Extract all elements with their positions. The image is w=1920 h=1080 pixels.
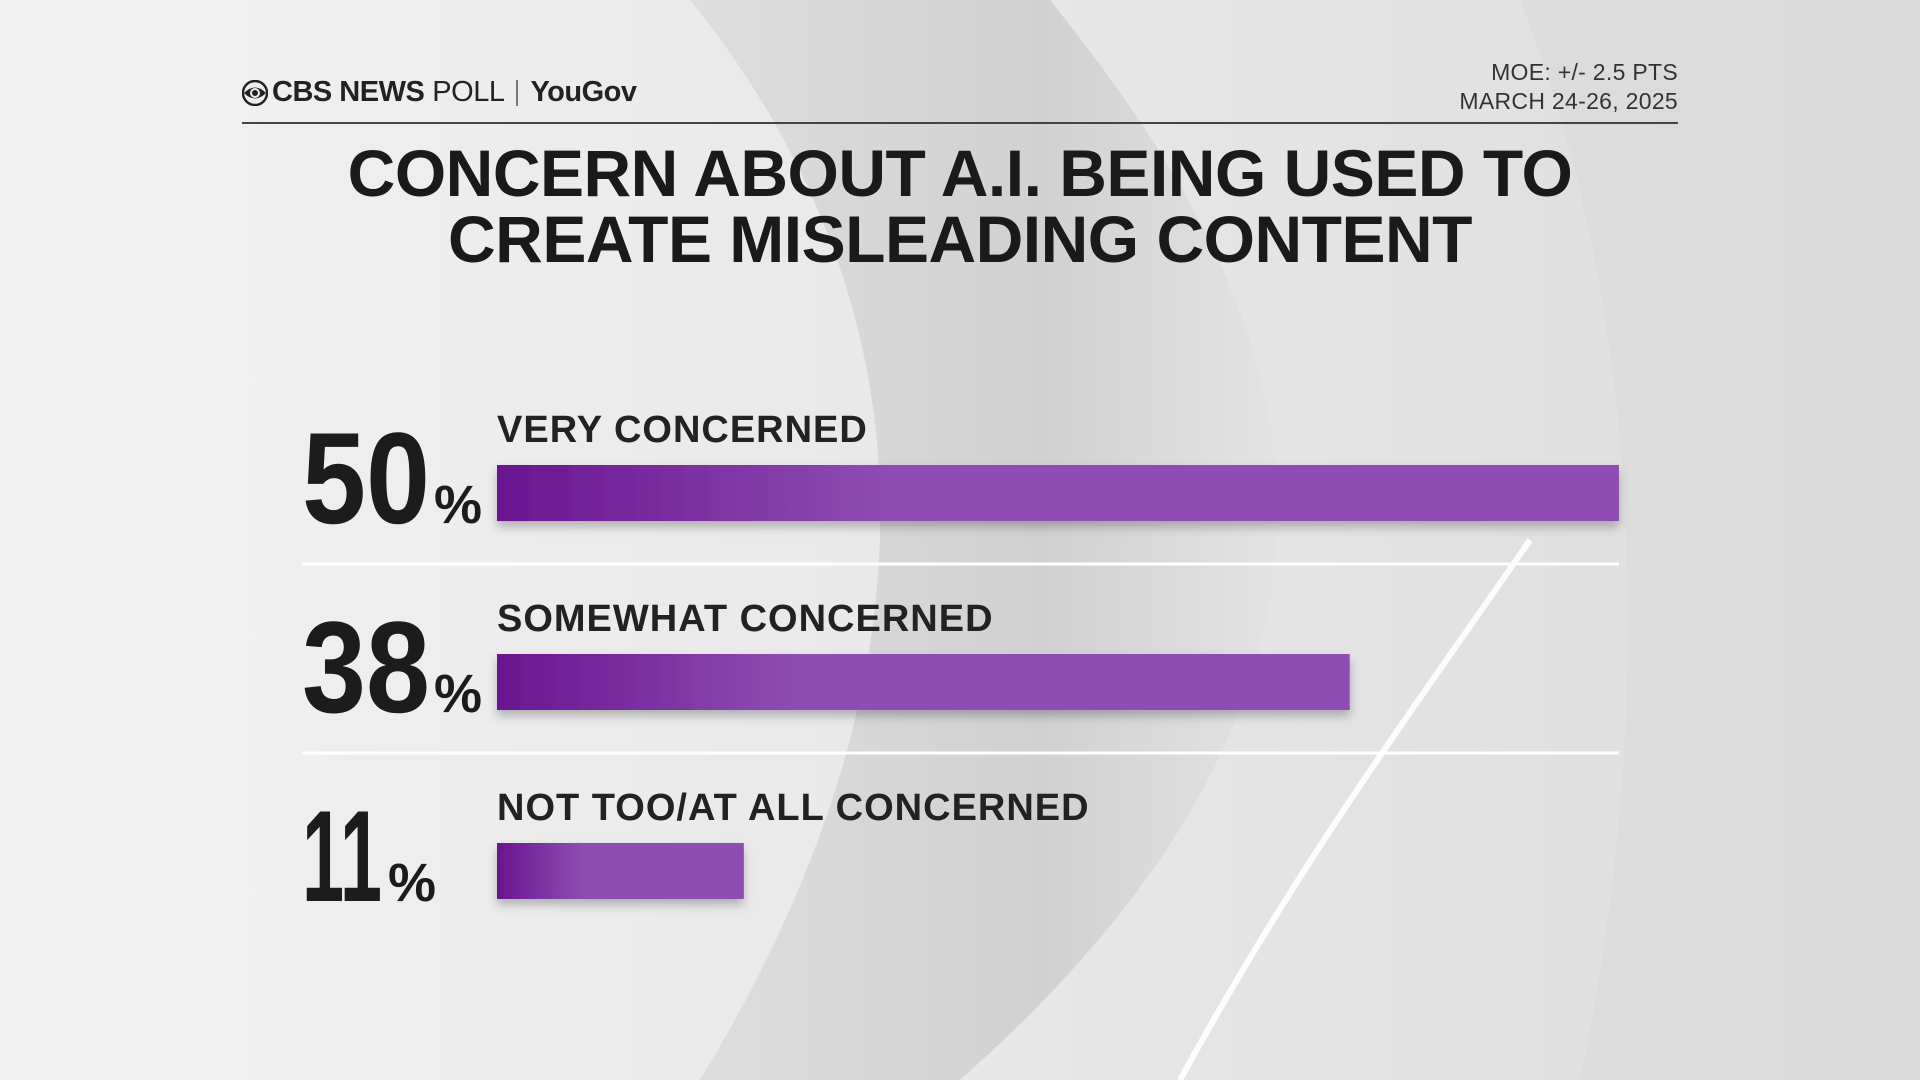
chart-title: CONCERN ABOUT A.I. BEING USED TO CREATE …	[242, 140, 1678, 272]
percent-sign: %	[434, 475, 482, 535]
value-label: 50	[302, 405, 430, 551]
category-label: SOMEWHAT CONCERNED	[497, 598, 994, 640]
value-label: 38	[302, 594, 430, 740]
chart-title-line-1: CONCERN ABOUT A.I. BEING USED TO	[347, 136, 1573, 210]
category-label: NOT TOO/AT ALL CONCERNED	[497, 787, 1090, 829]
poll-date: MARCH 24-26, 2025	[1459, 88, 1678, 114]
poll-meta: MOE: +/- 2.5 PTS MARCH 24-26, 2025	[1459, 58, 1678, 116]
cbs-eye-icon	[242, 79, 268, 106]
value-label: 11	[302, 783, 382, 929]
chart-title-line-2: CREATE MISLEADING CONTENT	[448, 202, 1472, 276]
brand-divider	[516, 79, 519, 106]
header: CBS NEWS POLL YouGov MOE: +/- 2.5 PTS MA…	[242, 58, 1678, 124]
category-label: VERY CONCERNED	[497, 409, 868, 451]
brand-yougov: YouGov	[530, 76, 637, 108]
bar	[497, 465, 1619, 521]
brand-poll: POLL	[432, 76, 505, 108]
brand-cbs-news: CBS NEWS	[272, 76, 425, 108]
bar	[497, 843, 744, 899]
bar	[497, 654, 1350, 710]
brand-logo: CBS NEWS POLL YouGov	[242, 76, 637, 109]
margin-of-error: MOE: +/- 2.5 PTS	[1491, 59, 1678, 85]
percent-sign: %	[388, 853, 436, 913]
percent-sign: %	[434, 664, 482, 724]
